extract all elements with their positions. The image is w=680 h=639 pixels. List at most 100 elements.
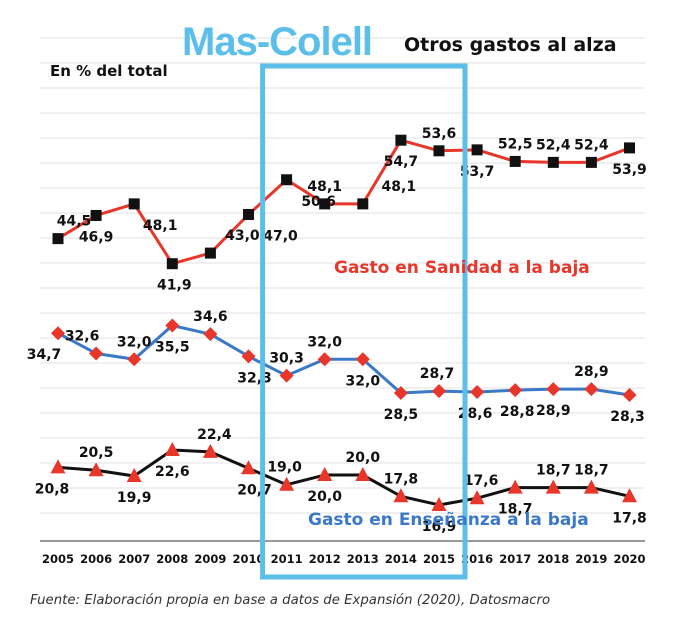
series-line (57, 138, 631, 266)
data-point (204, 247, 216, 259)
x-tick-label: 2017 (499, 552, 531, 566)
data-point (281, 174, 293, 186)
x-tick-label: 2019 (575, 552, 607, 566)
data-point (432, 384, 446, 399)
source-note: Fuente: Elaboración propia en base a dat… (30, 593, 551, 608)
x-tick-label: 2016 (461, 552, 493, 566)
x-tick-label: 2008 (156, 552, 188, 566)
data-label: 53,6 (422, 126, 457, 142)
data-point (355, 467, 371, 482)
data-label: 35,5 (155, 339, 190, 355)
data-label: 48,1 (143, 218, 178, 234)
data-label: 32,6 (65, 328, 100, 344)
data-point (52, 233, 64, 245)
data-label: 16,9 (422, 519, 457, 535)
data-point (584, 382, 599, 397)
data-label: 32,0 (117, 334, 152, 350)
data-label: 50,6 (301, 194, 336, 210)
data-point (317, 467, 333, 482)
data-point (128, 198, 140, 210)
data-point (470, 385, 485, 400)
data-point (624, 142, 635, 154)
x-tick-label: 2011 (271, 552, 303, 566)
data-label: 18,7 (498, 502, 533, 518)
data-label: 53,9 (612, 162, 647, 178)
data-label: 41,9 (157, 278, 192, 294)
data-point (395, 134, 407, 146)
highlight-label: Mas-Colell (182, 20, 373, 64)
data-point (202, 443, 218, 458)
chart-subtitle: En % del total (50, 62, 168, 80)
data-label: 20,5 (79, 445, 114, 461)
data-label: 18,7 (574, 463, 609, 479)
data-point (393, 386, 408, 401)
x-tick-label: 2013 (347, 552, 379, 566)
data-point (166, 258, 178, 270)
data-label: 54,7 (384, 154, 419, 170)
series-line (57, 448, 630, 507)
series-label-sanidad: Gasto en Sanidad a la baja (334, 258, 590, 278)
x-tick-label: 2020 (613, 552, 645, 566)
data-point (431, 496, 447, 511)
data-point (279, 368, 294, 383)
data-label: 20,0 (307, 489, 342, 505)
data-point (622, 488, 637, 503)
x-tick-label: 2018 (537, 552, 569, 566)
data-point (89, 346, 104, 361)
x-tick-label: 2006 (80, 552, 112, 566)
data-label: 52,4 (536, 137, 571, 153)
data-point (508, 383, 523, 398)
data-point (545, 479, 561, 494)
data-label: 28,9 (574, 364, 609, 380)
data-point (547, 156, 559, 168)
data-label: 44,5 (57, 214, 92, 230)
data-point (90, 209, 102, 221)
data-point (317, 352, 332, 367)
data-label: 22,4 (197, 427, 232, 443)
data-label: 34,6 (193, 309, 228, 325)
data-point (357, 198, 369, 210)
series-line (57, 323, 630, 397)
data-label: 18,7 (536, 463, 571, 479)
data-label: 32,0 (307, 334, 342, 350)
data-point (127, 352, 142, 367)
data-label: 48,1 (307, 179, 342, 195)
data-point (50, 459, 66, 474)
data-point (243, 209, 254, 220)
data-point (585, 156, 597, 168)
data-label: 19,0 (267, 460, 302, 476)
data-label: 52,4 (574, 137, 609, 153)
data-point (507, 479, 523, 494)
data-label: 17,6 (464, 473, 499, 489)
data-label: 52,5 (498, 136, 533, 152)
data-label: 20,7 (237, 482, 272, 498)
data-label: 53,7 (460, 164, 495, 180)
data-point (393, 488, 409, 503)
data-point (51, 326, 65, 341)
data-point (241, 460, 256, 475)
data-label: 34,7 (27, 347, 62, 363)
data-point (88, 462, 104, 477)
data-label: 28,3 (610, 409, 645, 425)
data-point (165, 318, 180, 333)
data-point (433, 145, 445, 157)
data-label: 30,3 (269, 351, 304, 367)
data-label: 17,8 (384, 471, 419, 487)
data-label: 47,0 (263, 229, 298, 245)
data-point (622, 387, 637, 402)
data-point (469, 490, 485, 505)
data-label: 28,5 (384, 407, 419, 423)
chart-title: Otros gastos al alza (404, 34, 617, 56)
x-tick-label: 2014 (385, 552, 417, 566)
x-tick-label: 2007 (118, 552, 150, 566)
data-point (126, 468, 142, 483)
data-point (355, 352, 370, 367)
data-label: 28,8 (500, 404, 535, 420)
data-point (509, 155, 521, 167)
line-chart: 2005 2006 2007 2008 2009 2010 2011 2012 2013 2014… (27, 37, 647, 580)
data-label: 20,0 (346, 450, 381, 466)
data-point (319, 198, 331, 210)
data-label: 32,0 (346, 373, 381, 389)
data-label: 28,9 (536, 403, 571, 419)
data-label: 22,6 (155, 464, 190, 480)
